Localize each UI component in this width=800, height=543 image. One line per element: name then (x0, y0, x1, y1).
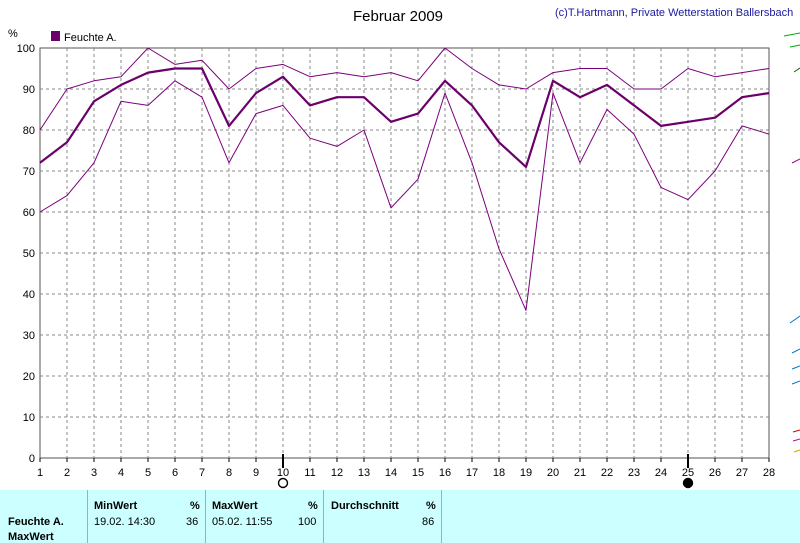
min-time: 19.02. 14:30 (94, 516, 156, 528)
y-tick-label: 80 (23, 125, 35, 137)
column-divider (205, 490, 206, 543)
x-tick-label: 24 (655, 467, 667, 479)
full-moon-icon (277, 477, 289, 489)
x-tick-label: 22 (601, 467, 613, 479)
legend-label: Feuchte A. (64, 32, 117, 44)
x-tick-label: 26 (709, 467, 721, 479)
y-tick-label: 20 (23, 371, 35, 383)
x-axis-ticks: 1 2 3 4 5 6 7 8 9 10 11 12 13 14 15 16 17 18 19 20 21 22 23 24 2… (37, 458, 775, 479)
min-header: MinWert (94, 500, 138, 512)
x-tick-label: 9 (253, 467, 259, 479)
max-unit: % (308, 500, 318, 512)
x-tick-label: 17 (466, 467, 478, 479)
y-tick-label: 0 (29, 453, 35, 465)
statistics-panel: MinWert % MaxWert % Durchschnitt % Feuch… (0, 490, 800, 543)
avg-unit: % (426, 500, 436, 512)
x-tick-label: 6 (172, 467, 178, 479)
y-axis-ticks: 0 10 20 30 40 50 60 70 80 90 100 (17, 43, 35, 465)
x-tick-label: 13 (358, 467, 370, 479)
min-unit: % (190, 500, 200, 512)
row-label: Feuchte A. (8, 516, 64, 528)
column-divider (441, 490, 442, 543)
y-unit-label: % (8, 28, 18, 40)
x-tick-label: 10 (277, 467, 289, 479)
y-tick-label: 40 (23, 289, 35, 301)
max-header: MaxWert (212, 500, 258, 512)
x-tick-label: 7 (199, 467, 205, 479)
y-tick-label: 10 (23, 412, 35, 424)
adjacent-chart-fragment (783, 32, 800, 453)
max-value: 100 (298, 516, 317, 528)
column-divider (87, 490, 88, 543)
y-tick-label: 50 (23, 248, 35, 260)
x-tick-label: 15 (412, 467, 424, 479)
x-tick-label: 28 (763, 467, 775, 479)
y-tick-label: 100 (17, 43, 35, 55)
y-tick-label: 90 (23, 84, 35, 96)
x-tick-label: 4 (118, 467, 124, 479)
credit-text: (c)T.Hartmann, Private Wetterstation Bal… (555, 7, 793, 19)
series-line-min (39, 80, 770, 311)
x-tick-label: 11 (304, 467, 315, 479)
avg-header: Durchschnitt (331, 500, 399, 512)
x-tick-label: 25 (682, 467, 694, 479)
x-tick-label: 8 (226, 467, 232, 479)
x-tick-label: 21 (574, 467, 586, 479)
y-tick-label: 60 (23, 207, 35, 219)
row-label-2: MaxWert (8, 531, 54, 543)
x-tick-label: 12 (331, 467, 343, 479)
legend-swatch (51, 31, 60, 41)
series-line-max (39, 47, 770, 131)
x-tick-label: 20 (547, 467, 559, 479)
x-tick-label: 3 (91, 467, 97, 479)
chart: Februar 2009 (c)T.Hartmann, Private Wett… (8, 7, 800, 489)
x-tick-label: 19 (520, 467, 532, 479)
x-tick-label: 18 (493, 467, 505, 479)
max-time: 05.02. 11:55 (212, 516, 273, 528)
series-lines (39, 47, 770, 311)
x-tick-label: 14 (385, 467, 397, 479)
x-tick-label: 1 (37, 467, 43, 479)
x-tick-label: 27 (736, 467, 748, 479)
series-line-avg (39, 67, 770, 168)
x-tick-label: 23 (628, 467, 640, 479)
column-divider (323, 490, 324, 543)
x-tick-label: 16 (439, 467, 451, 479)
y-tick-label: 70 (23, 166, 35, 178)
new-moon-icon (682, 477, 694, 489)
x-tick-label: 2 (64, 467, 70, 479)
y-tick-label: 30 (23, 330, 35, 342)
chart-title: Februar 2009 (353, 8, 443, 25)
x-tick-label: 5 (145, 467, 151, 479)
avg-value: 86 (422, 516, 435, 528)
moon-markers (277, 454, 694, 489)
min-value: 36 (186, 516, 199, 528)
